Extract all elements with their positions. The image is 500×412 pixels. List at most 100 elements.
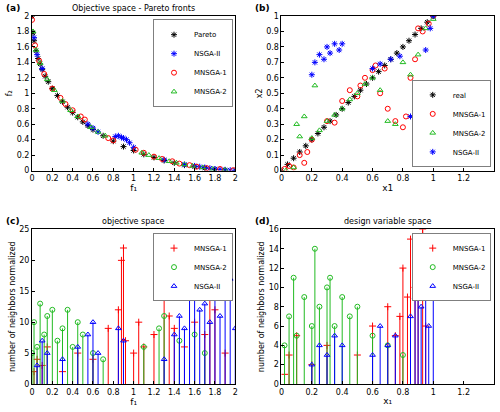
svg-text:0.6: 0.6 [366,388,379,397]
svg-text:0: 0 [279,174,284,183]
svg-text:1: 1 [131,174,136,183]
svg-text:0.8: 0.8 [107,174,120,183]
svg-text:1.2: 1.2 [148,388,161,397]
svg-text:number of neighbors normalized: number of neighbors normalized [257,241,266,372]
svg-text:25: 25 [19,225,29,234]
svg-text:number of neighbors normalized: number of neighbors normalized [8,241,17,372]
svg-text:0.2: 0.2 [305,174,318,183]
svg-text:1.8: 1.8 [209,388,222,397]
svg-text:f₁: f₁ [130,183,137,193]
svg-text:1: 1 [431,388,436,397]
svg-text:6: 6 [274,322,279,331]
svg-text:5: 5 [24,349,29,358]
svg-text:0.9: 0.9 [266,27,279,36]
svg-text:0.8: 0.8 [107,388,120,397]
svg-text:Objective space - Pareto front: Objective space - Pareto fronts [72,4,195,13]
svg-text:0.4: 0.4 [266,105,279,114]
svg-text:20: 20 [19,256,29,265]
svg-text:1: 1 [431,174,436,183]
svg-text:0.8: 0.8 [266,43,279,52]
svg-text:0: 0 [274,380,279,389]
svg-text:10: 10 [269,283,279,292]
svg-text:1.8: 1.8 [17,27,30,36]
svg-text:0: 0 [29,174,34,183]
svg-text:1.4: 1.4 [168,388,181,397]
svg-text:0.7: 0.7 [266,58,279,67]
svg-text:0: 0 [29,388,34,397]
svg-text:0.2: 0.2 [46,174,59,183]
svg-text:10: 10 [19,318,29,327]
svg-text:0: 0 [274,166,279,175]
svg-text:Pareto: Pareto [194,31,216,39]
svg-text:0.2: 0.2 [305,388,318,397]
svg-text:0: 0 [24,380,29,389]
svg-text:15: 15 [19,287,29,296]
svg-text:(a): (a) [6,3,20,13]
svg-text:x₁: x₁ [383,396,392,406]
svg-text:0.4: 0.4 [66,388,79,397]
svg-text:0.4: 0.4 [66,174,79,183]
svg-text:0.2: 0.2 [17,151,30,160]
svg-text:design variable space: design variable space [344,217,431,226]
svg-text:objective space: objective space [102,217,165,226]
svg-text:0.4: 0.4 [336,174,349,183]
svg-text:1: 1 [24,89,29,98]
svg-text:MNSGA-2: MNSGA-2 [194,88,227,96]
svg-text:2: 2 [24,12,29,21]
svg-text:(b): (b) [255,3,270,13]
svg-text:0.5: 0.5 [266,89,279,98]
svg-text:1.6: 1.6 [188,388,201,397]
svg-text:NSGA-II: NSGA-II [194,50,220,58]
svg-text:0.6: 0.6 [366,174,379,183]
svg-text:0: 0 [24,166,29,175]
svg-text:0.4: 0.4 [17,135,30,144]
svg-text:1.6: 1.6 [188,174,201,183]
svg-text:16: 16 [269,225,279,234]
svg-text:0.6: 0.6 [87,174,100,183]
svg-text:2: 2 [233,174,238,183]
svg-text:(d): (d) [255,216,270,226]
svg-text:0.6: 0.6 [87,388,100,397]
svg-text:(c): (c) [6,216,20,226]
svg-text:12: 12 [269,264,279,273]
svg-text:f₂: f₂ [5,90,14,96]
svg-text:x1: x1 [382,183,393,193]
svg-text:0.4: 0.4 [336,388,349,397]
svg-text:x2: x2 [255,88,264,98]
svg-text:0.8: 0.8 [397,388,410,397]
svg-text:1.2: 1.2 [17,74,30,83]
svg-text:NSGA-II: NSGA-II [453,149,479,157]
svg-text:MNSGA-1: MNSGA-1 [453,245,486,253]
svg-text:MNSGA-2: MNSGA-2 [453,264,486,272]
svg-text:MNSGA-2: MNSGA-2 [453,130,486,138]
svg-text:1.2: 1.2 [148,174,161,183]
svg-text:0.6: 0.6 [266,74,279,83]
svg-text:0.2: 0.2 [266,135,279,144]
svg-text:8: 8 [274,303,279,312]
svg-text:NSGA-II: NSGA-II [194,283,220,291]
svg-text:0.6: 0.6 [17,120,30,129]
svg-text:0: 0 [279,388,284,397]
svg-text:0.1: 0.1 [266,151,279,160]
svg-text:0.2: 0.2 [46,388,59,397]
svg-text:0.8: 0.8 [397,174,410,183]
svg-text:NSGA-II: NSGA-II [453,283,479,291]
svg-text:1: 1 [131,388,136,397]
svg-text:1.8: 1.8 [209,174,222,183]
svg-text:MNSGA-2: MNSGA-2 [194,264,227,272]
svg-text:0.8: 0.8 [17,105,30,114]
svg-text:1: 1 [274,12,279,21]
svg-text:1.4: 1.4 [168,174,181,183]
svg-text:14: 14 [269,245,279,254]
svg-text:MNSGA-1: MNSGA-1 [453,111,486,119]
svg-text:1.4: 1.4 [17,58,30,67]
svg-text:4: 4 [274,341,279,350]
svg-text:1.2: 1.2 [457,174,470,183]
svg-text:1.6: 1.6 [17,43,30,52]
svg-text:2: 2 [233,388,238,397]
svg-text:MNSGA-1: MNSGA-1 [194,245,227,253]
svg-text:real: real [453,92,466,100]
svg-text:2: 2 [274,360,279,369]
svg-text:1.2: 1.2 [457,388,470,397]
svg-text:f₁: f₁ [130,397,137,407]
